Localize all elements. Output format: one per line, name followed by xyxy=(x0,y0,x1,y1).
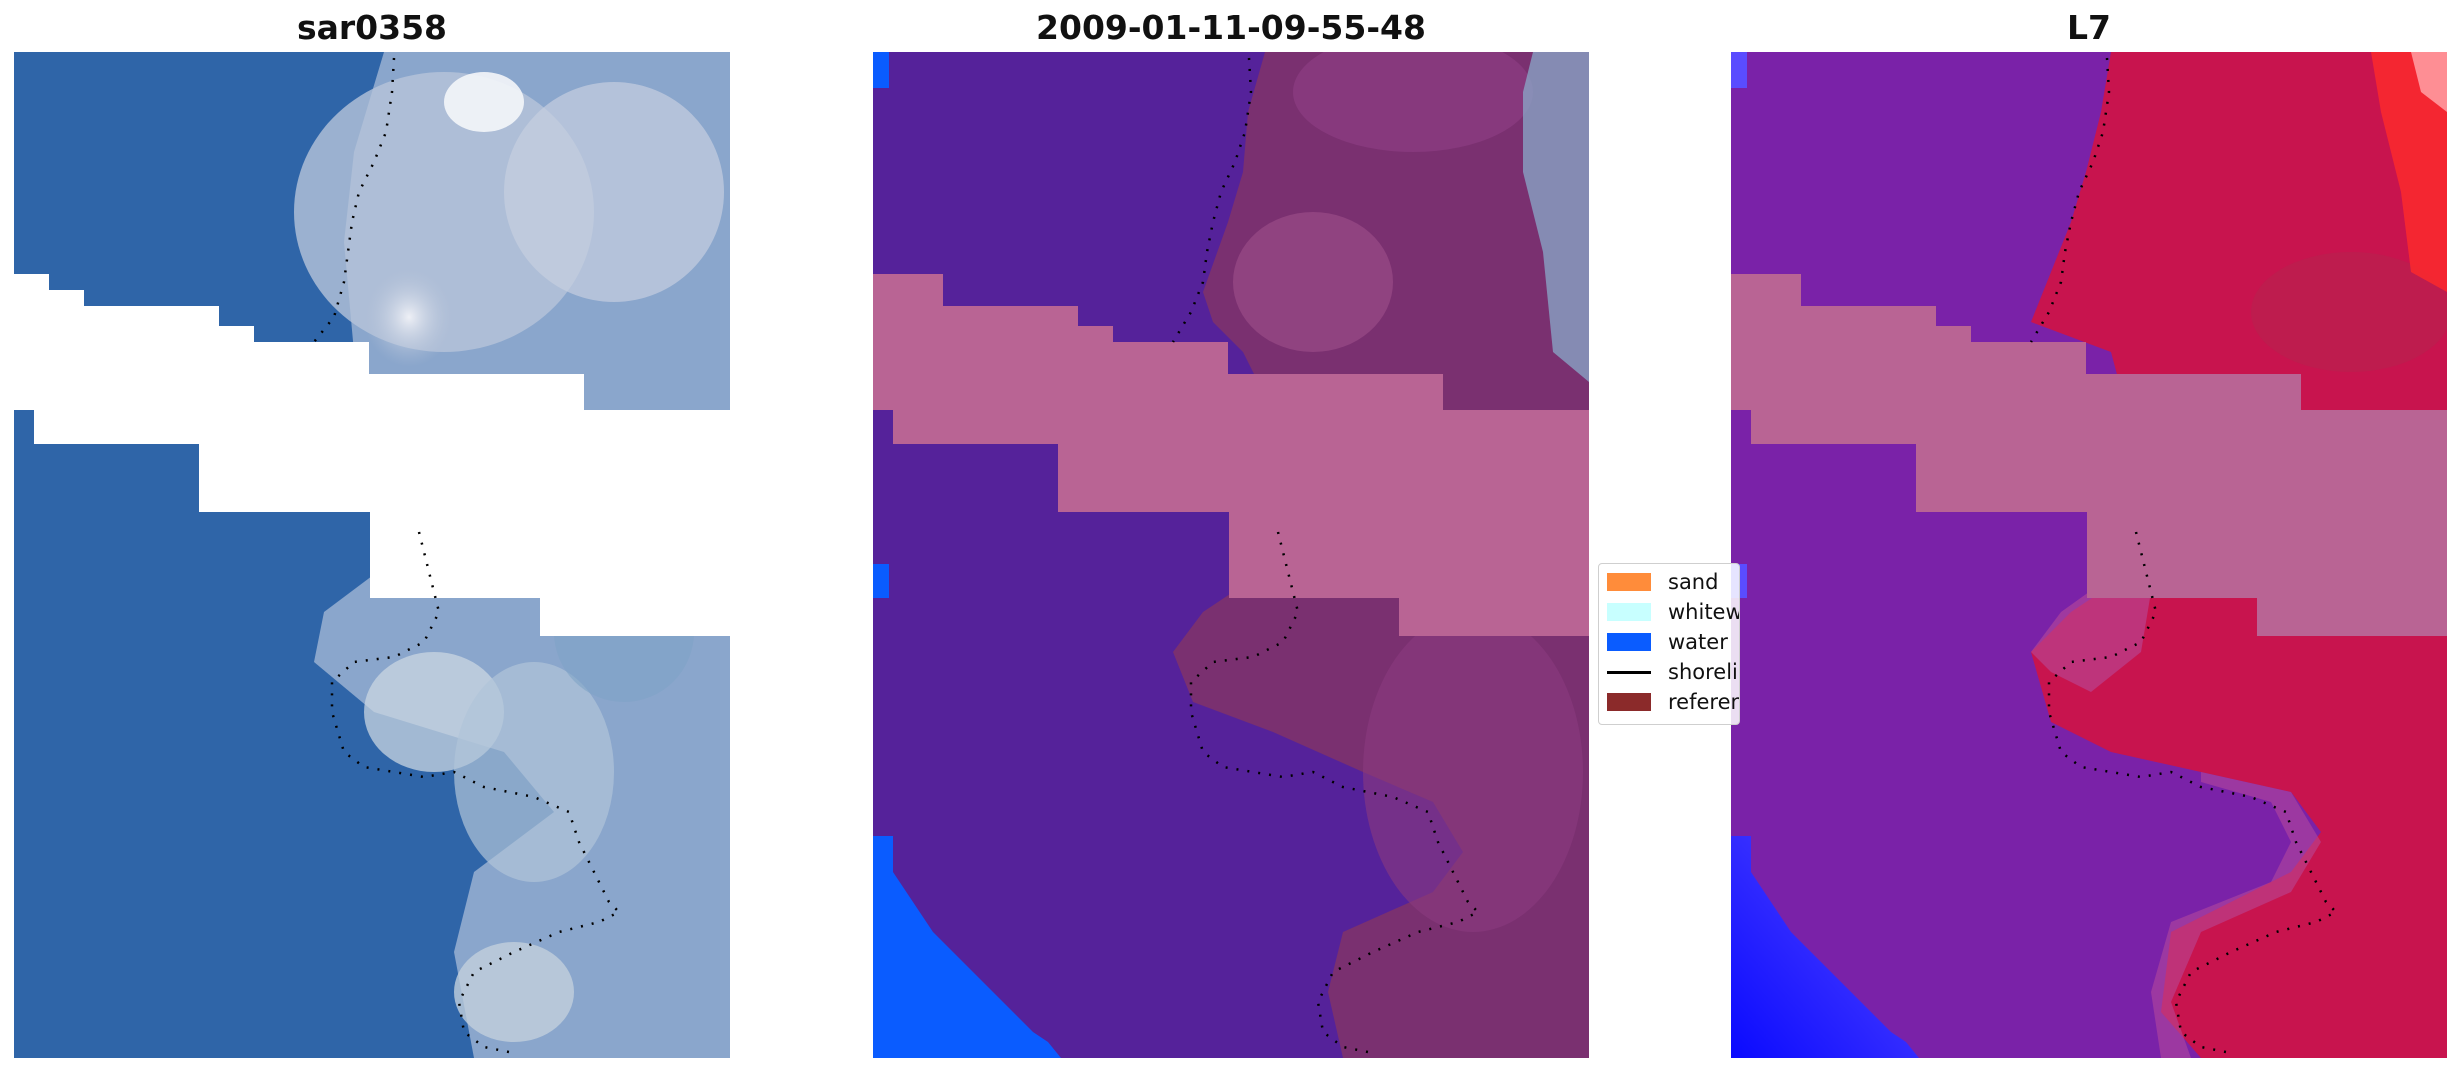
legend-label-shoreline: shoreline xyxy=(1668,660,1739,684)
index-water-edge xyxy=(1731,836,1919,1058)
class-nodata-band xyxy=(873,274,1589,636)
sand-swatch xyxy=(1607,573,1651,591)
panel-title-classification: 2009-01-11-09-55-48 xyxy=(1036,8,1426,47)
water-swatch xyxy=(1607,633,1651,651)
legend-item-water: water xyxy=(1607,629,1728,655)
reference-swatch xyxy=(1607,693,1651,711)
legend-label-water: water xyxy=(1668,630,1728,654)
rgb-image xyxy=(14,52,730,1058)
shoreline-line-swatch xyxy=(1607,670,1651,674)
legend-item-sand: sand xyxy=(1607,569,1718,595)
classification-panel xyxy=(873,52,1589,1058)
class-shoreline-upper xyxy=(1171,57,1253,343)
panel-title-rgb: sar0358 xyxy=(296,8,448,47)
class-water-edge xyxy=(873,836,1061,1058)
legend-item-reference: reference xyxy=(1607,689,1739,715)
legend-label-sand: sand xyxy=(1668,570,1719,594)
index-shoreline-upper xyxy=(2029,57,2111,343)
whitewater-swatch xyxy=(1607,603,1651,621)
class-edge-rgb xyxy=(1523,52,1589,382)
index-image xyxy=(1731,52,2447,1058)
classification-image xyxy=(873,52,1589,1058)
no-data-stripe xyxy=(14,274,730,636)
legend-label-reference: reference xyxy=(1668,690,1739,714)
index-panel xyxy=(1731,52,2447,1058)
shoreline-trace-upper xyxy=(313,57,396,343)
rgb-image-panel xyxy=(14,52,730,1058)
index-nodata-band xyxy=(1731,274,2447,636)
index-bright-edge xyxy=(2371,52,2447,292)
panel-title-index: L7 xyxy=(2067,8,2111,47)
legend-item-shoreline: shoreline xyxy=(1607,659,1739,685)
